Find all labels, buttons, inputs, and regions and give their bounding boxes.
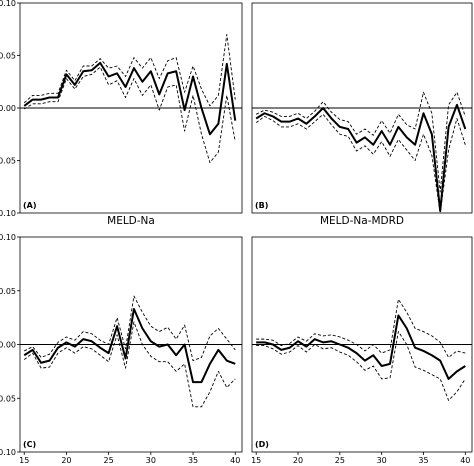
panel-d-xtick-label-4: 35 [418, 456, 428, 465]
panel-c: 0.100.050.00-0.05-0.10152025303540(C)MEL… [0, 233, 243, 465]
panel-a-label: (A) [23, 201, 37, 210]
panel-a-ytick-label-0: 0.10 [0, 0, 16, 8]
panel-c-xtick-label-3: 30 [146, 456, 156, 465]
panel-d-xtick-label-1: 20 [293, 456, 303, 465]
panel-c-xtick-label-4: 35 [188, 456, 198, 465]
panel-d-xtick-label-5: 40 [460, 456, 470, 465]
panel-a-line-estimate [23, 61, 237, 136]
panel-c-ytick-label-0: 0.10 [0, 233, 16, 242]
panel-d-xtick-label-0: 15 [251, 456, 261, 465]
panel-a-title: MELD-Na [107, 215, 155, 227]
panel-b-title: MELD-Na-MDRD [320, 215, 404, 227]
panel-b-line-lower [255, 113, 466, 213]
panel-a-line-upper [23, 34, 236, 107]
panel-d-label: (D) [255, 440, 269, 449]
panel-a-series-group [23, 34, 237, 164]
panel-b-label: (B) [255, 201, 268, 210]
panel-c-xtick-label-5: 40 [230, 456, 240, 465]
panel-c-xtick-label-1: 20 [61, 456, 71, 465]
panel-b-line-estimate [255, 103, 467, 212]
panel-a-ytick-label-4: -0.10 [0, 209, 16, 218]
panel-c-ytick-label-2: 0.00 [0, 341, 16, 350]
panel-d-line-estimate [256, 314, 466, 380]
panel-c-label: (C) [23, 440, 36, 449]
panel-d-line-lower [256, 331, 466, 401]
panel-b-series-group [255, 91, 467, 213]
panel-a-ytick-label-2: 0.00 [0, 104, 16, 113]
panel-c-ytick-label-1: 0.05 [0, 287, 16, 296]
panel-c-ytick-label-3: -0.05 [0, 394, 16, 403]
panel-c-ytick-label-4: -0.10 [0, 448, 16, 457]
panel-c-line-estimate [23, 308, 236, 384]
panel-d-series-group [256, 298, 466, 401]
panel-c-xtick-label-2: 25 [104, 456, 114, 465]
panel-c-xtick-label-0: 15 [19, 456, 29, 465]
panel-a-ytick-label-1: 0.05 [0, 52, 16, 61]
panel-a: 0.10 0.05 0.00 -0.05 -0.10 (A) MELD-Na [0, 0, 243, 227]
panel-d-xtick-label-2: 25 [335, 456, 345, 465]
panel-b: (B) MELD-Na-MDRD [251, 2, 473, 227]
panel-a-ytick-label-3: -0.05 [0, 157, 16, 166]
panel-c-series-group [23, 295, 236, 408]
panel-d-xtick-label-3: 30 [377, 456, 387, 465]
panel-a-line-lower [23, 66, 236, 164]
panel-d-line-upper [256, 298, 466, 358]
panel-b-line-upper [255, 91, 466, 193]
